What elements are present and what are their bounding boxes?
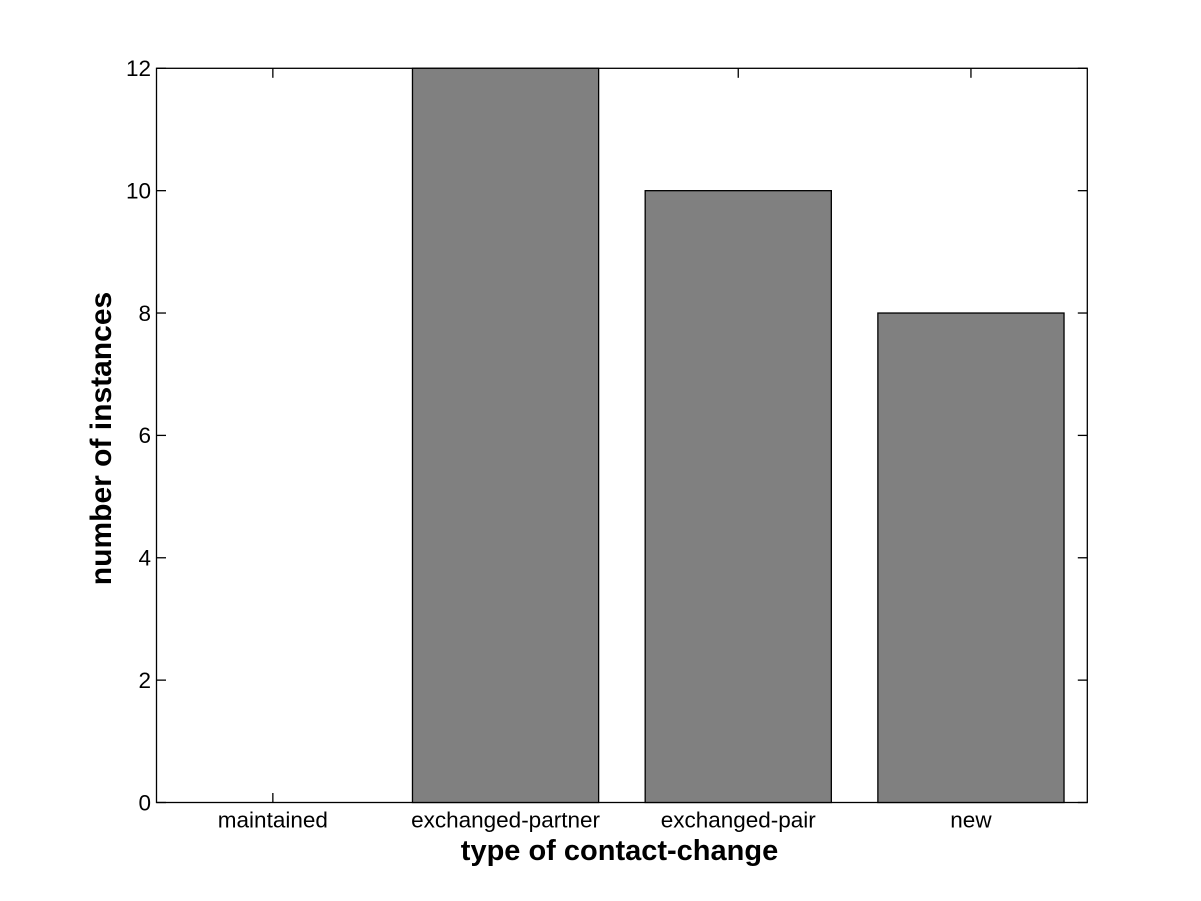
- svg-text:10: 10: [126, 179, 151, 204]
- svg-text:exchanged-partner: exchanged-partner: [411, 808, 600, 833]
- svg-text:4: 4: [138, 546, 151, 571]
- svg-text:8: 8: [138, 301, 151, 326]
- svg-text:2: 2: [138, 668, 151, 693]
- svg-text:type of contact-change: type of contact-change: [461, 835, 778, 867]
- svg-text:12: 12: [126, 56, 151, 81]
- svg-text:0: 0: [138, 790, 151, 815]
- svg-text:exchanged-pair: exchanged-pair: [661, 808, 817, 833]
- svg-text:new: new: [950, 808, 992, 833]
- svg-text:6: 6: [138, 423, 151, 448]
- svg-text:number of instances: number of instances: [85, 292, 118, 585]
- svg-text:maintained: maintained: [218, 808, 328, 833]
